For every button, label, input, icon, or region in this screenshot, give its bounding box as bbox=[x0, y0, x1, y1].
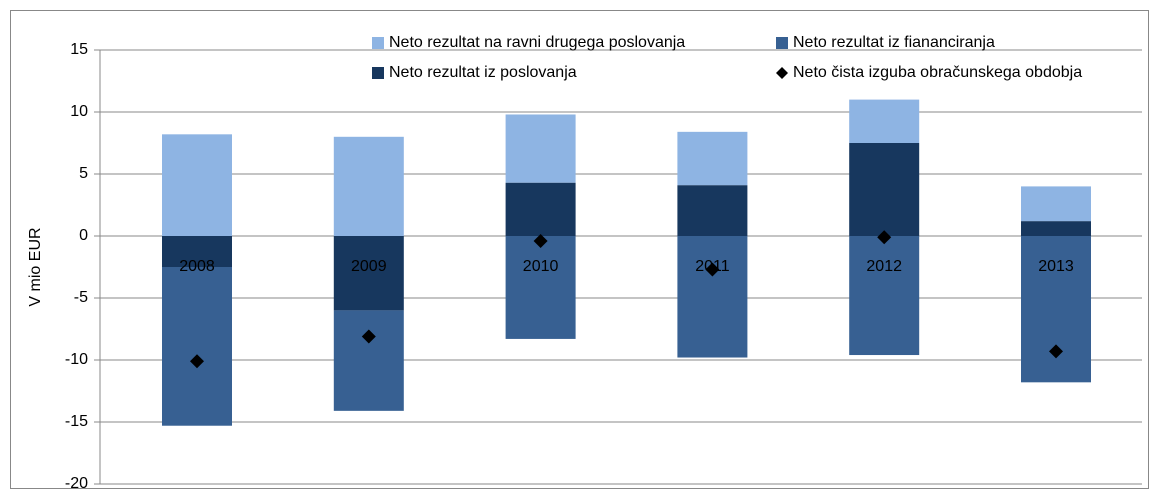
y-tick-label: 10 bbox=[70, 103, 88, 120]
bar bbox=[333, 236, 404, 311]
marker bbox=[533, 233, 548, 248]
bar bbox=[677, 236, 748, 358]
bar bbox=[162, 134, 232, 236]
y-tick-label: -20 bbox=[65, 475, 88, 492]
bar bbox=[505, 236, 576, 339]
y-tick-label: -10 bbox=[65, 351, 88, 368]
bar bbox=[849, 99, 920, 143]
bar bbox=[677, 131, 748, 186]
x-tick-label: 2008 bbox=[179, 258, 215, 275]
y-tick-label: 15 bbox=[70, 41, 88, 58]
legend-label: Neto čista izguba obračunskega obdobja bbox=[793, 64, 1082, 81]
bar bbox=[1021, 186, 1091, 222]
y-tick-label: 5 bbox=[79, 165, 88, 182]
foreground: 2008 2009 2010 2011 2012 2013 Neto rezultat iz… bbox=[179, 34, 1082, 369]
y-tick-label: -5 bbox=[74, 289, 88, 306]
legend-swatch bbox=[776, 37, 788, 49]
x-tick-label: 2012 bbox=[866, 258, 902, 275]
marker bbox=[190, 354, 204, 369]
legend-label: Neto rezultat iz poslovanja bbox=[389, 64, 577, 81]
marker bbox=[705, 262, 720, 277]
legend-swatch bbox=[372, 37, 384, 49]
bar bbox=[677, 185, 748, 236]
legend-swatch bbox=[372, 67, 384, 79]
bars bbox=[162, 99, 1091, 426]
x-tick-label: 2011 bbox=[695, 258, 730, 275]
bar bbox=[333, 136, 404, 236]
x-tick-label: 2009 bbox=[351, 258, 387, 275]
y-tick-label: -15 bbox=[65, 413, 88, 430]
x-tick-label: 2013 bbox=[1038, 258, 1074, 275]
marker bbox=[1049, 344, 1063, 359]
legend-marker bbox=[776, 67, 788, 79]
y-tick-label: 0 bbox=[79, 227, 88, 244]
bar bbox=[505, 114, 576, 183]
bar bbox=[333, 310, 404, 411]
grid: -20 -15 -10 -5 0 5 10 15 bbox=[65, 41, 1142, 492]
bar bbox=[849, 143, 920, 236]
legend-label: Neto rezultat iz fiananciranja bbox=[793, 34, 995, 51]
y-axis-label: V mio EUR bbox=[27, 227, 44, 306]
bar bbox=[1021, 221, 1091, 236]
bar bbox=[162, 236, 232, 267]
marker bbox=[877, 230, 892, 245]
bar bbox=[849, 236, 920, 356]
x-tick-label: 2010 bbox=[523, 258, 559, 275]
legend-label: Neto rezultat na ravni drugega poslovanj… bbox=[389, 34, 685, 51]
bar bbox=[505, 182, 576, 236]
marker bbox=[361, 329, 376, 344]
bar bbox=[162, 267, 232, 426]
